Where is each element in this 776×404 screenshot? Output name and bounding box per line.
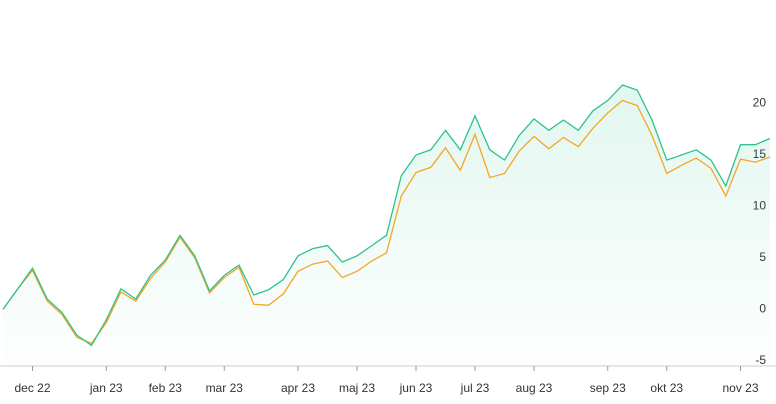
x-tick-label: jan 23	[89, 381, 123, 395]
x-tick-label: mar 23	[206, 381, 244, 395]
x-tick-label: feb 23	[149, 381, 183, 395]
x-tick-label: nov 23	[722, 381, 758, 395]
x-tick-label: dec 22	[14, 381, 50, 395]
x-tick-label: sep 23	[590, 381, 626, 395]
x-tick-label: aug 23	[516, 381, 553, 395]
x-tick-label: jul 23	[460, 381, 490, 395]
x-tick-label: maj 23	[339, 381, 375, 395]
x-tick-label: okt 23	[650, 381, 683, 395]
line	[2, 84, 771, 347]
x-tick-label: apr 23	[281, 381, 315, 395]
x-tick-label: jun 23	[399, 381, 433, 395]
y-tick-label: 20	[753, 96, 767, 110]
area	[3, 85, 770, 366]
line	[2, 99, 771, 345]
